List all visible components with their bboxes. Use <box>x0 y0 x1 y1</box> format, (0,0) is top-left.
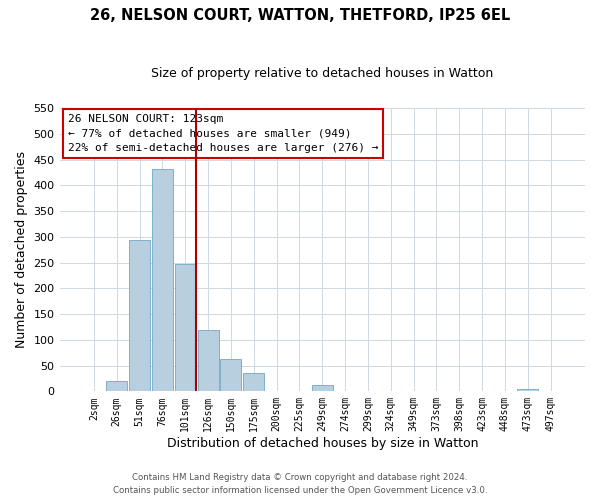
Bar <box>106 381 127 392</box>
Text: 26 NELSON COURT: 123sqm
← 77% of detached houses are smaller (949)
22% of semi-d: 26 NELSON COURT: 123sqm ← 77% of detache… <box>68 114 379 153</box>
Bar <box>312 384 333 392</box>
Bar <box>197 330 218 392</box>
Bar <box>175 264 196 392</box>
Text: Contains HM Land Registry data © Crown copyright and database right 2024.
Contai: Contains HM Land Registry data © Crown c… <box>113 474 487 495</box>
Y-axis label: Number of detached properties: Number of detached properties <box>15 151 28 348</box>
Bar <box>517 389 538 392</box>
X-axis label: Distribution of detached houses by size in Watton: Distribution of detached houses by size … <box>167 437 478 450</box>
Bar <box>129 240 150 392</box>
Text: 26, NELSON COURT, WATTON, THETFORD, IP25 6EL: 26, NELSON COURT, WATTON, THETFORD, IP25… <box>90 8 510 22</box>
Bar <box>243 374 264 392</box>
Title: Size of property relative to detached houses in Watton: Size of property relative to detached ho… <box>151 68 493 80</box>
Bar <box>220 359 241 392</box>
Bar <box>152 169 173 392</box>
